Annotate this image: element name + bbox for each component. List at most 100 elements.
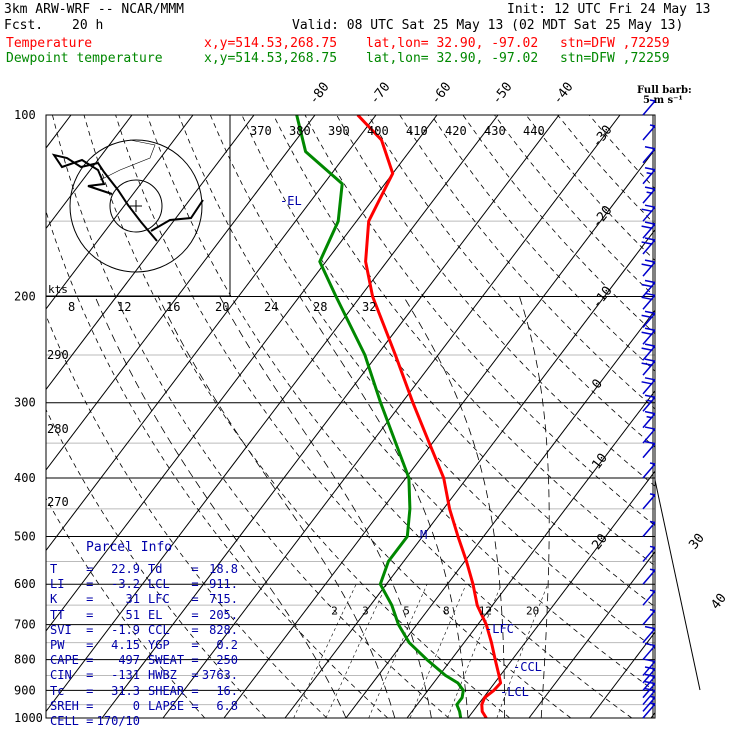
wind-barb	[642, 642, 656, 661]
isotherm-label: -70	[367, 80, 393, 108]
wind-barb-flag	[644, 166, 656, 171]
wind-barb-shaft	[642, 239, 656, 255]
wind-barb-flag	[644, 327, 656, 332]
wind-barb-flag	[644, 440, 656, 445]
wind-barb	[641, 259, 656, 277]
mixing-ratio-line	[325, 584, 387, 718]
wind-barb	[641, 310, 656, 328]
wind-barb-shaft	[642, 443, 656, 459]
mixing-ratio-label: 2	[331, 605, 338, 618]
pressure-tick-label: 200	[14, 290, 36, 304]
dry-adiabat-line	[52, 115, 450, 718]
parcel-cell: 497	[118, 653, 140, 668]
dry-adiabat-line	[336, 115, 655, 718]
isotherm-line	[46, 115, 133, 718]
dry-adiabat-line	[46, 115, 328, 718]
parcel-cell: 205.	[209, 607, 238, 622]
parcel-cell: 911.	[209, 577, 238, 592]
wind-barb	[642, 568, 656, 585]
wind-barb	[642, 625, 656, 644]
parcel-row: CELL = 170/10	[50, 714, 240, 729]
wind-barb	[642, 440, 656, 459]
wind-barb-flag	[641, 208, 652, 212]
wind-barb-shaft	[642, 569, 656, 585]
mixing-ratio-line	[368, 584, 428, 718]
parcel-cell: LI =	[50, 577, 94, 592]
wind-barb	[641, 343, 656, 361]
parcel-cell: Tc =	[50, 683, 94, 698]
wind-axis-tick: 32	[362, 300, 376, 314]
isotherm-line	[46, 115, 499, 718]
wind-barb	[642, 99, 656, 116]
dry-adiabat-line	[83, 115, 511, 718]
level-marker: -EL	[280, 194, 302, 208]
init-time: Init: 12 UTC Fri 24 May 13	[507, 2, 711, 17]
wind-barb-flag	[644, 186, 656, 190]
isotherm-label: -20	[589, 203, 615, 231]
dry-adiabat-line	[46, 115, 206, 718]
mixing-ratio-line	[293, 584, 357, 718]
parcel-cell: 22.9	[111, 562, 140, 576]
wind-barb	[642, 658, 656, 676]
hodograph-trace	[99, 139, 156, 181]
wind-axis-tick: 16	[166, 300, 180, 314]
moist-adiabat-line	[299, 296, 469, 718]
wind-barb	[642, 394, 656, 412]
parcel-row: SREH = 0 LAPSE = 6.8	[50, 699, 240, 714]
isotherm-line	[46, 115, 255, 718]
wind-axis-unit: kts	[48, 283, 68, 296]
parcel-cell: SHEAR =	[148, 683, 199, 698]
wind-barb-flag	[644, 343, 656, 347]
theta-label: 390	[328, 124, 350, 138]
wind-barb-shaft	[642, 690, 656, 706]
theta-label-left: 290	[47, 348, 69, 362]
wind-barb-shaft	[642, 645, 656, 661]
plot-area	[46, 115, 655, 718]
level-marker: -LFC	[485, 622, 514, 636]
parcel-cell: LAPSE =	[148, 698, 199, 713]
parcel-cell: 0.2	[216, 638, 238, 653]
parcel-cell: PW =	[50, 638, 94, 653]
parcel-row: LI = -3.2 LCL = 911.	[50, 577, 240, 592]
isotherm-line	[46, 115, 316, 718]
mixing-ratio-label: 12	[479, 605, 492, 618]
pressure-tick-label: 300	[14, 396, 36, 410]
mixing-ratio-line	[496, 584, 548, 718]
pressure-tick-label: 800	[14, 653, 36, 667]
wind-barb-flag	[641, 225, 652, 229]
parcel-cell: 16.	[216, 683, 238, 698]
wind-barb-flag	[644, 642, 656, 647]
level-marker: -CCL	[513, 660, 542, 674]
wind-barb-flag	[644, 358, 656, 362]
wind-barb-shaft	[642, 100, 656, 116]
mixing-ratio-line	[409, 584, 467, 718]
moist-adiabat-line	[157, 296, 396, 718]
wind-barb-shaft	[642, 628, 656, 644]
wind-barb-half	[646, 171, 652, 175]
temperature-legend: Temperature	[6, 36, 93, 51]
isotherm-label: -60	[428, 80, 454, 108]
isotherm-label: 40	[708, 591, 729, 613]
parcel-cell: 715.	[209, 592, 238, 607]
parcel-row: SVI = -1.9 CCL = 828.	[50, 623, 240, 638]
parcel-cell: 170/10	[96, 714, 140, 729]
wind-barb-shaft	[642, 703, 656, 719]
parcel-cell: CIN =	[50, 668, 94, 683]
wind-barb-half	[649, 589, 656, 592]
mixing-ratio-label: 20	[526, 605, 539, 618]
wind-barb-shaft	[642, 282, 656, 298]
parcel-cell: 6.8	[216, 698, 238, 713]
wind-barb	[642, 146, 656, 164]
isotherm-label: 30	[686, 531, 707, 553]
barb-note-line1: Full barb:	[637, 85, 692, 96]
wind-barb-flag	[644, 658, 656, 663]
parcel-info-title: Parcel Info	[86, 540, 173, 555]
parcel-cell: CCL =	[148, 622, 199, 637]
wind-barb	[641, 237, 656, 255]
isotherm-line	[223, 115, 655, 718]
forecast-label: Fcst.	[4, 18, 44, 33]
parcel-row: TT = 51 EL = 205.	[50, 608, 240, 623]
wind-barb-half	[649, 568, 656, 571]
wind-barb-flag	[644, 292, 656, 297]
parcel-cell: CAPE =	[50, 653, 94, 668]
